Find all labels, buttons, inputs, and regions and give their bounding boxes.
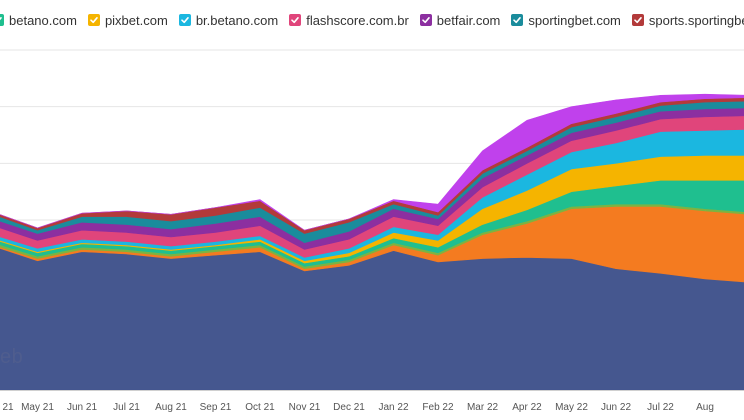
legend-item-betfair-com[interactable]: betfair.com xyxy=(419,12,501,28)
legend-item-flashscore-com-br[interactable]: flashscore.com.br xyxy=(289,13,409,28)
legend-item-br-betano-com[interactable]: br.betano.com xyxy=(178,12,279,28)
check-icon[interactable] xyxy=(0,14,4,26)
legend-label: betano.com xyxy=(9,12,77,28)
check-icon[interactable] xyxy=(87,14,100,26)
x-tick-label: Sep 21 xyxy=(200,402,232,413)
check-icon[interactable] xyxy=(631,14,644,26)
legend-label: sports.sportingbet.com xyxy=(648,12,744,28)
x-tick-label: May 21 xyxy=(21,402,54,413)
x-tick-label: Dec 21 xyxy=(333,402,365,413)
legend-item-betano-com[interactable]: betano.com xyxy=(0,13,77,28)
legend-item-sports-sportingbet-com[interactable]: sports.sportingbet.com xyxy=(631,12,744,28)
x-tick-label: Nov 21 xyxy=(289,402,321,413)
legend-label: sportingbet.com xyxy=(528,12,621,28)
x-tick-label: May 22 xyxy=(555,402,588,413)
legend-item-pixbet-com[interactable]: pixbet.com xyxy=(87,12,168,28)
x-tick-label: Apr 22 xyxy=(512,402,542,413)
check-icon[interactable] xyxy=(511,14,524,26)
legend-label: pixbet.com xyxy=(104,12,168,28)
legend-item-sportingbet-com[interactable]: sportingbet.com xyxy=(511,13,621,28)
x-tick-label: Jun 22 xyxy=(601,402,631,413)
x-tick-label: Mar 22 xyxy=(467,402,499,413)
x-tick-label: Aug 21 xyxy=(155,402,187,413)
x-tick-label: Jul 21 xyxy=(113,402,140,413)
legend-label: flashscore.com.br xyxy=(306,12,409,28)
x-tick-label: Jan 22 xyxy=(378,402,408,413)
x-tick-label: Jul 22 xyxy=(647,402,674,413)
check-icon[interactable] xyxy=(419,14,432,26)
stacked-area-chart: 21 May 21 Jun 21 Jul 21 Aug 21 Sep 21 Oct 21 No… xyxy=(0,49,744,413)
x-tick-label: 21 xyxy=(2,402,14,413)
x-tick-label: Aug xyxy=(696,402,714,413)
area-series-group xyxy=(0,93,744,391)
legend: betano.com pixbet.com br.betano.com flashsc… xyxy=(0,9,744,31)
chart-area: 21 May 21 Jun 21 Jul 21 Aug 21 Sep 21 Oct 21 No… xyxy=(0,40,744,420)
legend-label: betfair.com xyxy=(436,12,501,28)
legend-label: br.betano.com xyxy=(195,12,279,28)
x-tick-label: Oct 21 xyxy=(245,402,275,413)
x-tick-labels: 21 May 21 Jun 21 Jul 21 Aug 21 Sep 21 Oct 21 No… xyxy=(2,402,713,413)
check-icon[interactable] xyxy=(289,14,302,26)
x-tick-label: Jun 21 xyxy=(67,402,97,413)
x-tick-label: Feb 22 xyxy=(422,402,454,413)
area-violet xyxy=(0,93,744,231)
check-icon[interactable] xyxy=(178,14,191,26)
